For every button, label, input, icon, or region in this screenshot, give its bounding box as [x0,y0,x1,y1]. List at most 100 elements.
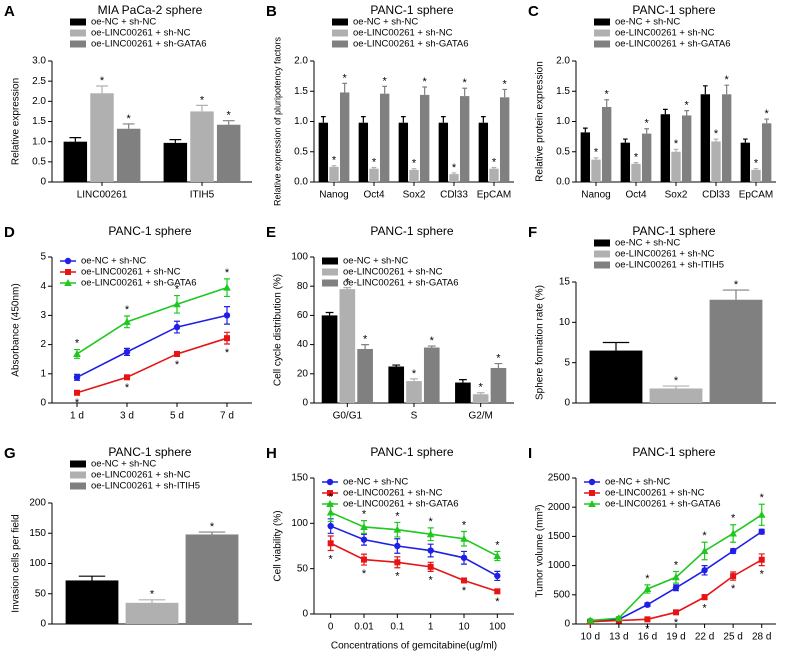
legend-label: oe-LINC00261 + sh-NC [81,267,181,278]
line [330,542,498,593]
x-tick-label: 0 [328,622,334,633]
marker [494,572,501,580]
bar [631,163,641,182]
legend-label: oe-LINC00261 + sh-NC [343,488,443,499]
bar [499,97,510,182]
x-tick-label: Sox2 [665,190,688,201]
y-tick-label: 50 [297,563,309,574]
significance-star: * [462,585,467,597]
y-tick-label: 100 [291,252,308,263]
bar [163,142,188,182]
y-tick-label: 1.5 [32,116,46,127]
legend-swatch [594,40,610,48]
bar [700,94,711,182]
significance-star: * [674,138,679,150]
y-tick-label: 40 [297,339,309,350]
significance-star: * [645,118,650,130]
y-tick-label: 150 [291,473,308,484]
x-tick-label: EpCAM [739,190,773,201]
chart-title: PANC-1 sphere [370,3,453,17]
line [330,511,498,557]
significance-star: * [731,583,736,595]
error-bar [494,362,503,368]
y-tick-label: 4 [40,281,46,292]
line [330,525,498,577]
significance-star: * [362,568,367,580]
marker [729,547,737,555]
significance-star: * [594,147,599,159]
legend-label: oe-NC + sh-NC [81,256,146,267]
error-bar [602,341,630,351]
y-axis-label: Tumor volume (mm³) [535,505,546,598]
legend-label: oe-LINC00261 + sh-GATA6 [81,278,197,289]
bar [185,534,239,624]
marker [394,542,401,550]
bar [641,133,652,182]
panel-letter: G [4,445,16,462]
y-tick-label: 200 [29,498,46,509]
significance-star: * [372,156,377,168]
marker [327,490,333,496]
significance-star: * [362,509,367,521]
significance-star: * [329,491,334,503]
y-tick-label: 10 [559,317,571,328]
bar [321,315,338,403]
error-bar [320,116,326,123]
error-bar [480,116,486,123]
significance-star: * [645,573,650,585]
legend-swatch [70,460,86,468]
marker [326,478,334,486]
x-tick-label: Nanog [319,190,348,201]
error-bar [593,157,599,160]
y-tick-label: 2.5 [32,76,46,87]
y-tick-label: 0.0 [556,177,570,188]
y-tick-label: 0.5 [32,156,46,167]
marker [700,547,709,554]
legend-label: oe-NC + sh-NC [343,477,408,488]
legend-label: oe-LINC00261 + sh-GATA6 [343,499,459,510]
significance-star: * [175,359,180,371]
legend-swatch [594,250,610,258]
bar [398,122,409,182]
marker [327,540,334,547]
legend-swatch [594,261,610,269]
significance-star: * [225,347,230,359]
bar [449,174,459,182]
x-tick-label: S [411,411,418,422]
bar [318,122,329,182]
x-tick-label: 22 d [695,632,714,643]
legend-swatch [70,18,86,26]
bar [125,602,179,624]
bar [751,169,761,182]
error-bar [476,392,485,395]
error-bar [411,168,417,170]
error-bar [742,138,748,143]
error-bar [78,575,106,581]
legend-label: oe-LINC00261 + sh-NC [615,28,715,39]
marker [672,584,680,591]
significance-star: * [383,75,388,87]
legend-swatch [70,29,86,37]
y-axis-label: Relative expression of pluripotency fact… [272,36,282,206]
significance-star: * [731,513,736,525]
significance-star: * [125,304,130,316]
significance-star: * [634,152,639,164]
bar [601,106,612,182]
bar [681,115,692,182]
y-tick-label: 2.0 [32,96,46,107]
legend-label: oe-LINC00261 + sh-GATA6 [353,39,469,50]
chart-title: PANC-1 sphere [632,224,715,238]
significance-star: * [463,77,468,89]
marker [758,528,765,535]
marker [64,257,72,265]
chart-title: PANC-1 sphere [632,3,715,17]
y-tick-label: 100 [291,518,308,529]
y-tick-label: 2 [40,339,46,350]
x-tick-label: Nanog [581,190,610,201]
y-tick-label: 1500 [548,531,571,542]
